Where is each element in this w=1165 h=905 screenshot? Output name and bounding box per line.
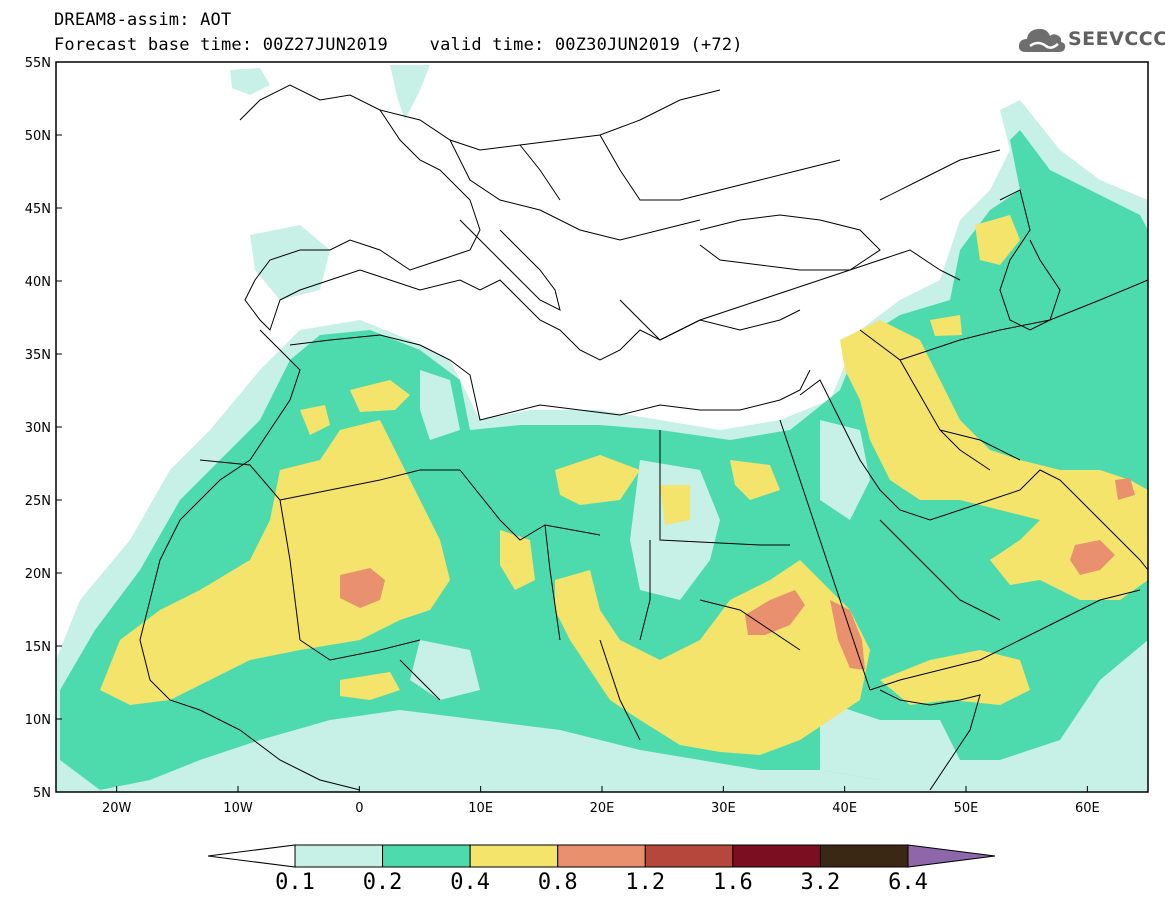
aot-contours <box>56 62 1148 792</box>
middle-east-borders <box>859 279 1148 621</box>
red-sea-coast <box>779 419 871 691</box>
lon-tick-label: 10W <box>223 801 253 816</box>
lon-tick-label: 60E <box>1075 801 1100 816</box>
lat-tick-label: 30N <box>25 421 51 436</box>
lat-tick-label: 50N <box>25 129 51 144</box>
aot-level-0.8 <box>1070 540 1115 575</box>
coastlines-borders <box>139 84 1148 791</box>
cloud-icon <box>1018 28 1066 52</box>
aot-level-0.4 <box>730 460 780 500</box>
aot-level-0.1 <box>250 225 330 300</box>
lat-tick-label: 5N <box>33 786 51 801</box>
lat-tick-label: 15N <box>25 640 51 655</box>
colorbar-label: 6.4 <box>888 870 928 895</box>
aot-level-0.1 <box>230 68 270 95</box>
aot-level-0.1 <box>410 640 480 700</box>
lat-tick-label: 25N <box>25 494 51 509</box>
greece-turkey-coast <box>619 299 801 341</box>
lat-tick-label: 55N <box>25 56 51 71</box>
africa-north-coast <box>289 334 811 421</box>
colorbar-label: 0.1 <box>275 870 315 895</box>
arabia-south-coast <box>869 589 1141 691</box>
aot-level-0.4 <box>975 215 1020 265</box>
caspian-coast <box>999 189 1061 331</box>
lon-tick-label: 30E <box>711 801 736 816</box>
colorbar-segment <box>557 844 646 868</box>
aot-level-0.4 <box>500 530 535 590</box>
colorbar-segment <box>382 844 471 868</box>
logo-text: SEEVCCC <box>1068 28 1165 50</box>
lat-tick-label: 35N <box>25 348 51 363</box>
lat-tick-label: 10N <box>25 713 51 728</box>
aot-level-0.4 <box>555 455 640 505</box>
aot-level-0.4 <box>660 485 690 525</box>
colorbar-segment <box>207 844 296 868</box>
colorbar-label: 3.2 <box>800 870 841 895</box>
seevccc-logo: SEEVCCC <box>1018 24 1165 58</box>
longitude-axis: 20W 10W 0 10E 20E 30E 40E 50E 60E <box>102 786 1100 816</box>
europe-coastline <box>239 84 961 361</box>
aot-level-0.4 <box>350 380 410 412</box>
aot-level-0.1 <box>820 420 870 520</box>
aot-level-0.1 <box>820 700 960 780</box>
colorbar-segment <box>907 844 996 868</box>
lat-tick-label: 20N <box>25 567 51 582</box>
lon-tick-label: 20E <box>590 801 615 816</box>
colorbar <box>207 844 996 868</box>
colorbar-segment <box>469 844 559 868</box>
lon-tick-label: 20W <box>102 801 132 816</box>
latitude-axis: 5N 10N 15N 20N 25N 30N 35N 40N 45N 50N 55N <box>25 56 62 801</box>
colorbar-label: 1.6 <box>712 870 753 895</box>
forecast-time-line: Forecast base time: 00Z27JUN2019 valid t… <box>54 35 743 55</box>
lon-tick-label: 10E <box>468 801 493 816</box>
aot-level-0.4 <box>880 650 1030 705</box>
italy-coast <box>459 219 561 311</box>
aot-level-0.4 <box>340 672 400 700</box>
aot-level-0.4 <box>100 420 450 705</box>
aot-level-0.4 <box>300 405 330 435</box>
aot-level-0.4 <box>930 315 962 336</box>
colorbar-segment <box>732 844 821 868</box>
aot-level-0.1 <box>420 370 460 440</box>
colorbar-segment <box>294 844 384 868</box>
lon-tick-label: 0 <box>355 801 363 816</box>
colorbar-label: 0.8 <box>537 870 578 895</box>
colorbar-label: 0.2 <box>362 870 403 895</box>
lon-tick-label: 40E <box>832 801 857 816</box>
western-borders <box>199 430 801 741</box>
horn-of-africa-coast <box>879 689 981 791</box>
colorbar-segment <box>819 844 909 868</box>
colorbar-label: 0.4 <box>450 870 491 895</box>
aot-level-0.8 <box>1115 478 1135 500</box>
chart-title: DREAM8-assim: AOT <box>54 10 232 30</box>
aot-level-0.8 <box>340 568 385 608</box>
aot-level-0.1 <box>630 460 720 600</box>
aot-level-0.1 <box>390 65 430 120</box>
arabia-coast <box>799 379 1148 571</box>
colorbar-segment <box>644 844 734 868</box>
lat-tick-label: 45N <box>25 202 51 217</box>
africa-coastline <box>139 329 361 791</box>
europe-borders <box>379 89 1001 241</box>
lon-tick-label: 50E <box>954 801 979 816</box>
colorbar-label: 1.2 <box>625 870 666 895</box>
lat-tick-label: 40N <box>25 275 51 290</box>
black-sea-coast <box>699 214 881 271</box>
aot-level-0.8 <box>830 600 865 670</box>
